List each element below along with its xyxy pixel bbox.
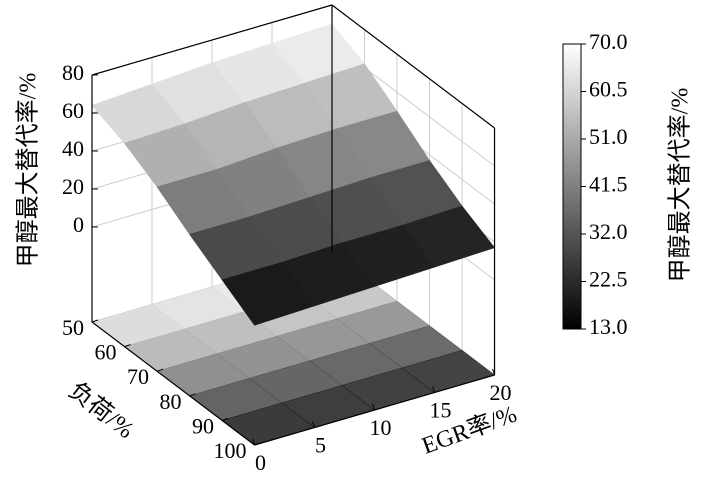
colorbar-label: 甲醇最大替代率/% <box>667 88 694 283</box>
y-tick <box>124 344 131 348</box>
x-tick <box>252 438 256 446</box>
x-tick-label: 10 <box>370 415 392 440</box>
y-tick-label: 50 <box>62 315 84 340</box>
colorbar <box>562 43 582 330</box>
y-tick <box>91 319 99 323</box>
y-tick-label: 100 <box>214 438 247 463</box>
x-tick-label: 15 <box>430 398 452 423</box>
y-tick-label: 60 <box>95 340 117 365</box>
x-tick <box>372 403 376 411</box>
surface-patch <box>221 261 316 326</box>
x-tick-label: 20 <box>490 380 512 405</box>
x-tick <box>492 368 496 376</box>
z-axis-label: 甲醇最大替代率/% <box>15 73 42 268</box>
z-tick-label: 60 <box>62 98 84 123</box>
y-tick <box>221 417 229 421</box>
x-tick <box>312 421 316 428</box>
colorbar-tick-label: 13.0 <box>589 314 628 339</box>
z-tick-label: 20 <box>62 174 84 199</box>
z-tick-label: 80 <box>62 60 84 85</box>
colorbar-tick-label: 60.5 <box>589 77 628 102</box>
colorbar-tick-label: 70.0 <box>589 29 628 54</box>
y-tick-label: 80 <box>160 389 182 414</box>
colorbar-tick-label: 32.0 <box>589 219 628 244</box>
x-tick <box>432 386 436 393</box>
colorbar-tick-label: 41.5 <box>589 172 628 197</box>
y-tick <box>156 368 164 372</box>
y-tick-label: 90 <box>192 413 214 438</box>
x-tick-label: 5 <box>315 433 326 458</box>
box-edge <box>331 4 495 129</box>
z-tick-label: 40 <box>62 136 84 161</box>
y-tick <box>189 393 196 397</box>
colorbar-tick-label: 51.0 <box>589 124 628 149</box>
box-edge <box>91 4 333 76</box>
y-tick-label: 70 <box>127 364 149 389</box>
colorbar-tick-label: 22.5 <box>589 267 628 292</box>
z-tick-label: 0 <box>73 212 84 237</box>
x-tick-label: 0 <box>255 450 266 475</box>
box-edge <box>91 321 255 446</box>
y-tick <box>254 442 261 446</box>
